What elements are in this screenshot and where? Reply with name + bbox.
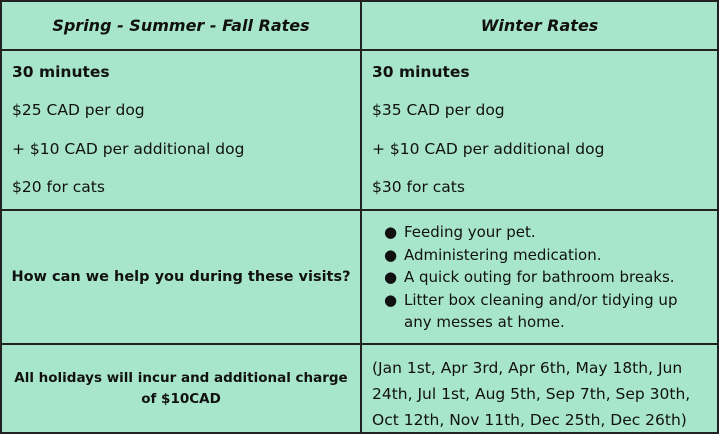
winter-per-dog: $35 CAD per dog: [372, 101, 505, 119]
list-item: ● Feeding your pet.: [384, 221, 709, 244]
winter-cats: $30 for cats: [372, 178, 465, 196]
help-item-text: Litter box cleaning and/or tidying up an…: [404, 290, 678, 332]
rates-winter: 30 minutes $35 CAD per dog + $10 CAD per…: [362, 51, 717, 209]
header-spring-summer-fall: Spring - Summer - Fall Rates: [2, 2, 360, 49]
help-item-text: Feeding your pet.: [404, 223, 536, 241]
help-item-text: A quick outing for bathroom breaks.: [404, 268, 675, 286]
help-list-cell: ● Feeding your pet. ● Administering medi…: [362, 211, 717, 343]
ssf-cats: $20 for cats: [12, 178, 105, 196]
bullet-icon: ●: [384, 223, 398, 241]
holiday-note-cell: All holidays will incur and additional c…: [2, 345, 360, 432]
ssf-duration: 30 minutes: [12, 63, 110, 81]
list-item: ● A quick outing for bathroom breaks.: [384, 266, 709, 289]
winter-duration: 30 minutes: [372, 63, 470, 81]
list-item: ● Litter box cleaning and/or tidying up …: [384, 289, 709, 334]
row-divider-rates: [2, 209, 717, 211]
ssf-per-dog: $25 CAD per dog: [12, 101, 145, 119]
holiday-note: All holidays will incur and additional c…: [14, 369, 348, 407]
help-item-text: Administering medication.: [404, 245, 602, 264]
row-divider-help: [2, 343, 717, 345]
winter-additional-dog: + $10 CAD per additional dog: [372, 140, 605, 158]
help-question-cell: How can we help you during these visits?: [2, 211, 360, 343]
bullet-icon: ●: [384, 268, 398, 286]
header-spring-summer-fall-label: Spring - Summer - Fall Rates: [52, 16, 310, 35]
help-question: How can we help you during these visits?: [11, 269, 351, 285]
column-divider: [360, 2, 362, 432]
bullet-icon: ●: [384, 290, 398, 309]
list-item: ● Administering medication.: [384, 244, 709, 267]
ssf-additional-dog: + $10 CAD per additional dog: [12, 140, 245, 158]
header-winter: Winter Rates: [362, 2, 717, 49]
bullet-icon: ●: [384, 245, 398, 264]
help-list: ● Feeding your pet. ● Administering medi…: [384, 221, 709, 334]
header-winter-label: Winter Rates: [480, 16, 599, 35]
row-divider-header: [2, 49, 717, 51]
holiday-dates-cell: (Jan 1st, Apr 3rd, Apr 6th, May 18th, Ju…: [362, 345, 717, 432]
rates-spring-summer-fall: 30 minutes $25 CAD per dog + $10 CAD per…: [2, 51, 360, 209]
holiday-dates: (Jan 1st, Apr 3rd, Apr 6th, May 18th, Ju…: [372, 359, 691, 429]
